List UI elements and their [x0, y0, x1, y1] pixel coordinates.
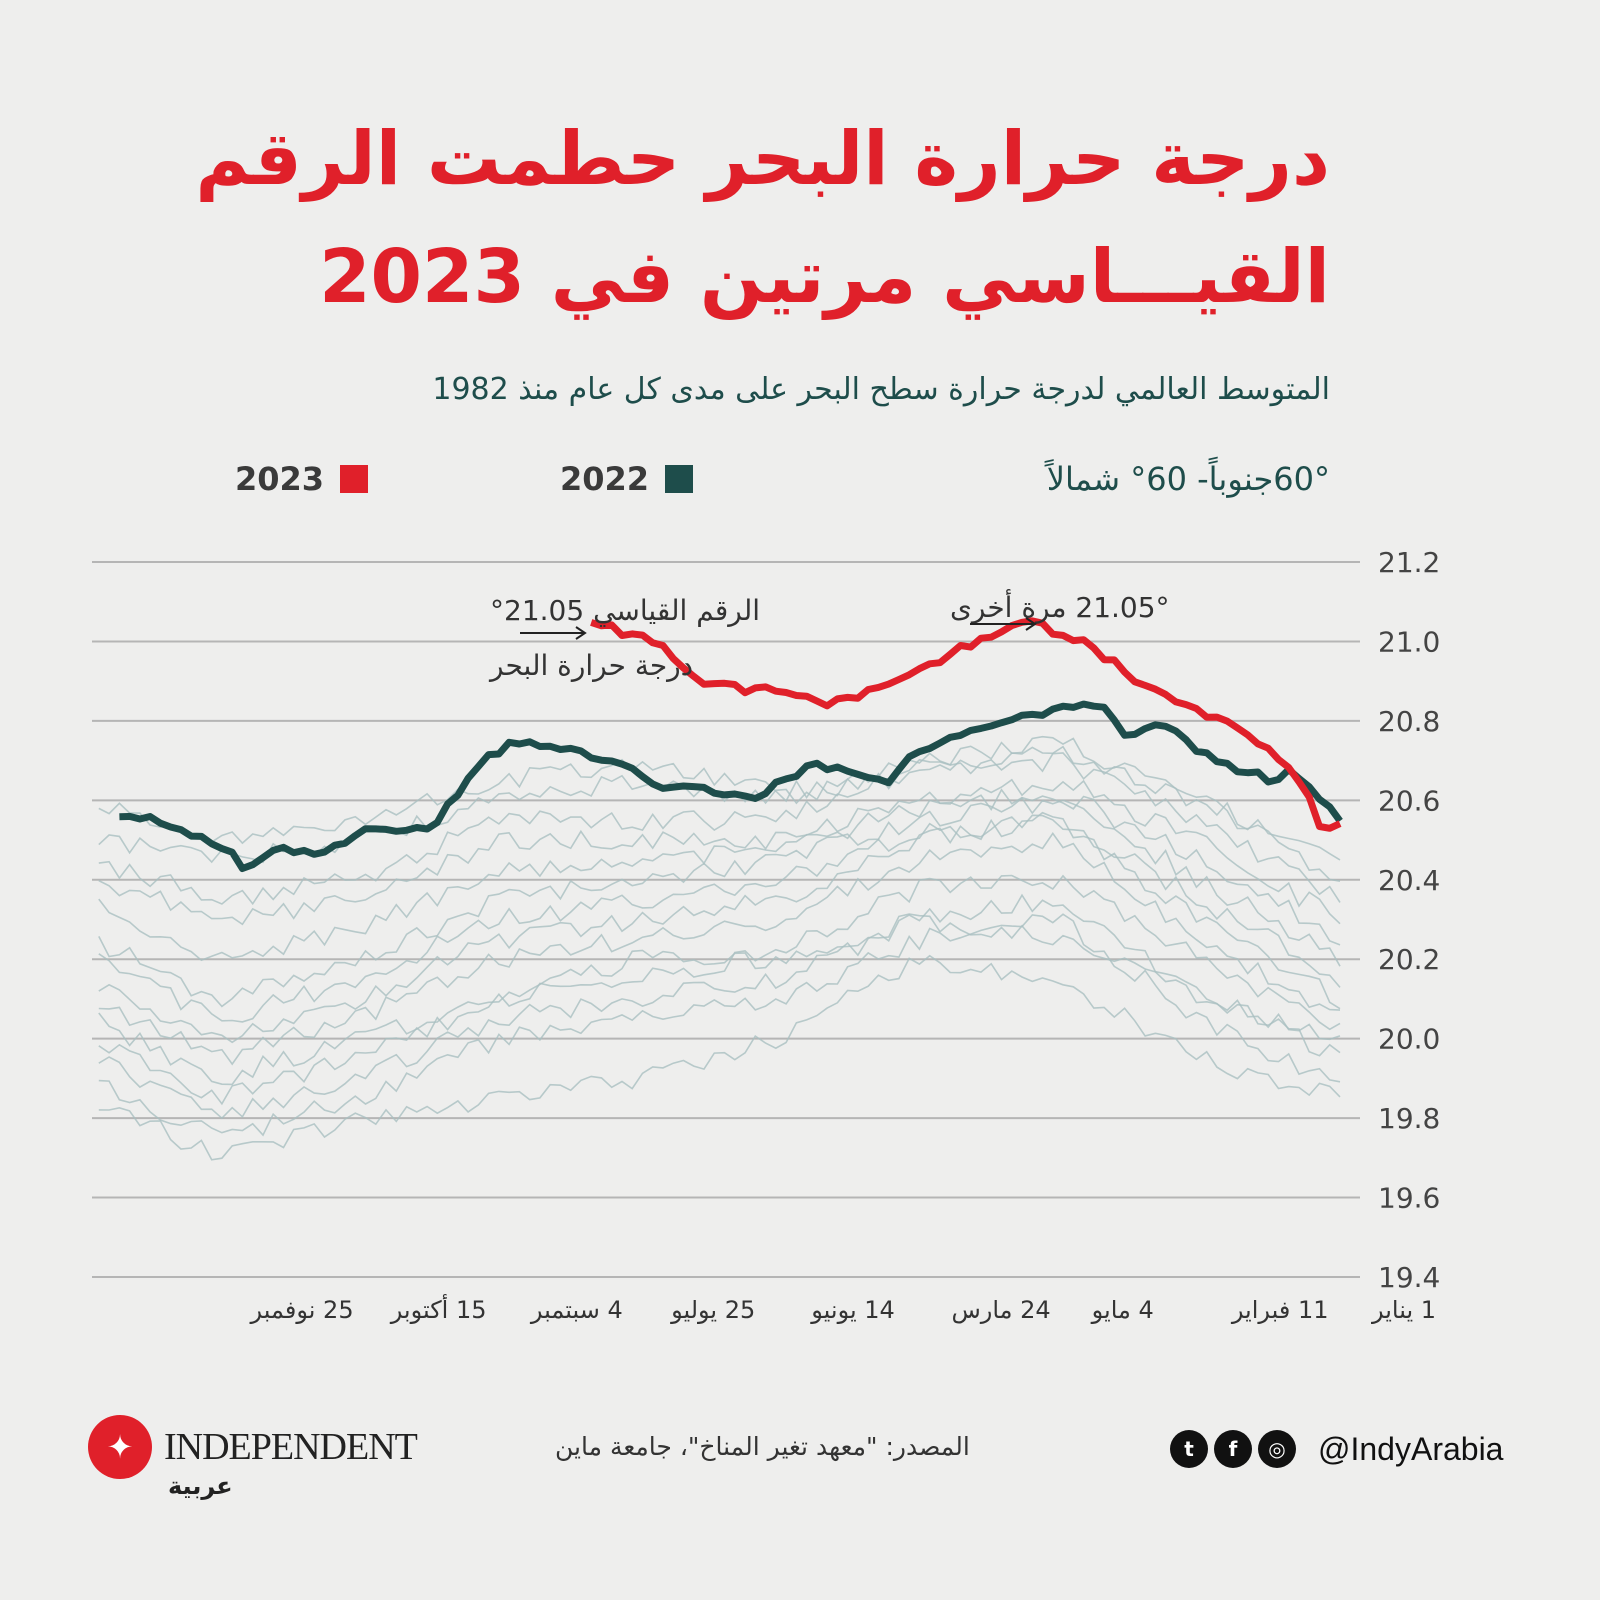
background-year-line	[98, 745, 1341, 861]
y-tick-label: 20.4	[1378, 864, 1440, 897]
y-tick-label: 19.8	[1378, 1102, 1440, 1135]
background-year-line	[98, 752, 1341, 906]
independent-logo: ✦ INDEPENDENT	[88, 1415, 418, 1479]
source-note: المصدر: "معهد تغير المناخ"، جامعة ماين	[555, 1432, 970, 1461]
y-tick-label: 19.6	[1378, 1182, 1440, 1215]
background-year-line	[98, 893, 1341, 1120]
annotation-record: الرقم القياسي 21.05°	[490, 594, 760, 627]
title-line-1: درجة حرارة البحر حطمت الرقم	[195, 116, 1330, 202]
annotation-again: 21.05° مرة أخرى	[950, 588, 1170, 624]
series-2022-line	[119, 700, 1343, 872]
legend-label: 2022	[560, 460, 650, 498]
background-year-line	[98, 832, 1341, 1066]
background-year-line	[98, 874, 1341, 1106]
x-tick-label: 11 فبراير	[1231, 1296, 1329, 1324]
y-tick-label: 21.0	[1378, 625, 1440, 658]
eagle-icon: ✦	[88, 1415, 152, 1479]
y-tick-label: 20.8	[1378, 705, 1440, 738]
background-year-line	[98, 913, 1341, 1137]
background-year-line	[98, 797, 1341, 1008]
x-tick-label: 1 يناير	[1371, 1296, 1436, 1324]
x-tick-label: 25 نوفمبر	[250, 1296, 354, 1324]
social-links: t f ◎ @IndyArabia	[1170, 1430, 1503, 1468]
title-line-2: القيـــاسي مرتين في 2023	[319, 234, 1330, 320]
background-year-line	[98, 814, 1341, 1023]
logo-subtext: عربية	[168, 1472, 233, 1500]
background-year-line	[98, 788, 1341, 962]
background-year-line	[98, 954, 1341, 1161]
background-year-line	[98, 778, 1341, 926]
y-tick-label: 20.2	[1378, 943, 1440, 976]
legend-2023: 2023	[235, 460, 369, 498]
legend-swatch	[665, 465, 694, 493]
region-label: 60°جنوباً- 60° شمالاً	[1046, 460, 1330, 498]
background-year-line	[98, 913, 1341, 1086]
x-tick-label: 25 يوليو	[670, 1296, 755, 1324]
background-year-line	[98, 735, 1341, 882]
x-tick-label: 14 يونيو	[810, 1296, 895, 1324]
y-tick-label: 19.4	[1378, 1261, 1440, 1294]
page-title: درجة حرارة البحر حطمت الرقم القيـــاسي م…	[130, 100, 1330, 336]
logo-text: INDEPENDENT	[164, 1426, 418, 1468]
legend-2022: 2022	[560, 460, 694, 498]
legend-swatch	[340, 465, 369, 493]
arrow-icon	[970, 617, 1037, 631]
y-tick-label: 20.6	[1378, 784, 1440, 817]
x-tick-label: 4 سبتمبر	[530, 1296, 623, 1324]
annotation-record-sub: درجة حرارة البحر	[488, 649, 693, 682]
x-tick-label: 24 مارس	[951, 1296, 1050, 1324]
instagram-icon[interactable]: ◎	[1258, 1430, 1296, 1468]
arrow-icon	[520, 626, 587, 640]
x-tick-label: 15 أكتوبر	[390, 1294, 487, 1324]
legend-label: 2023	[235, 460, 325, 498]
twitter-icon[interactable]: t	[1170, 1430, 1208, 1468]
social-handle[interactable]: @IndyArabia	[1318, 1430, 1504, 1467]
y-tick-label: 20.0	[1378, 1023, 1440, 1056]
x-tick-label: 4 مايو	[1091, 1296, 1154, 1324]
facebook-icon[interactable]: f	[1214, 1430, 1252, 1468]
series-2023-line	[590, 617, 1342, 832]
subtitle: المتوسط العالمي لدرجة حرارة سطح البحر عل…	[432, 372, 1330, 407]
y-tick-label: 21.2	[1378, 546, 1440, 579]
background-year-line	[98, 811, 1341, 1044]
